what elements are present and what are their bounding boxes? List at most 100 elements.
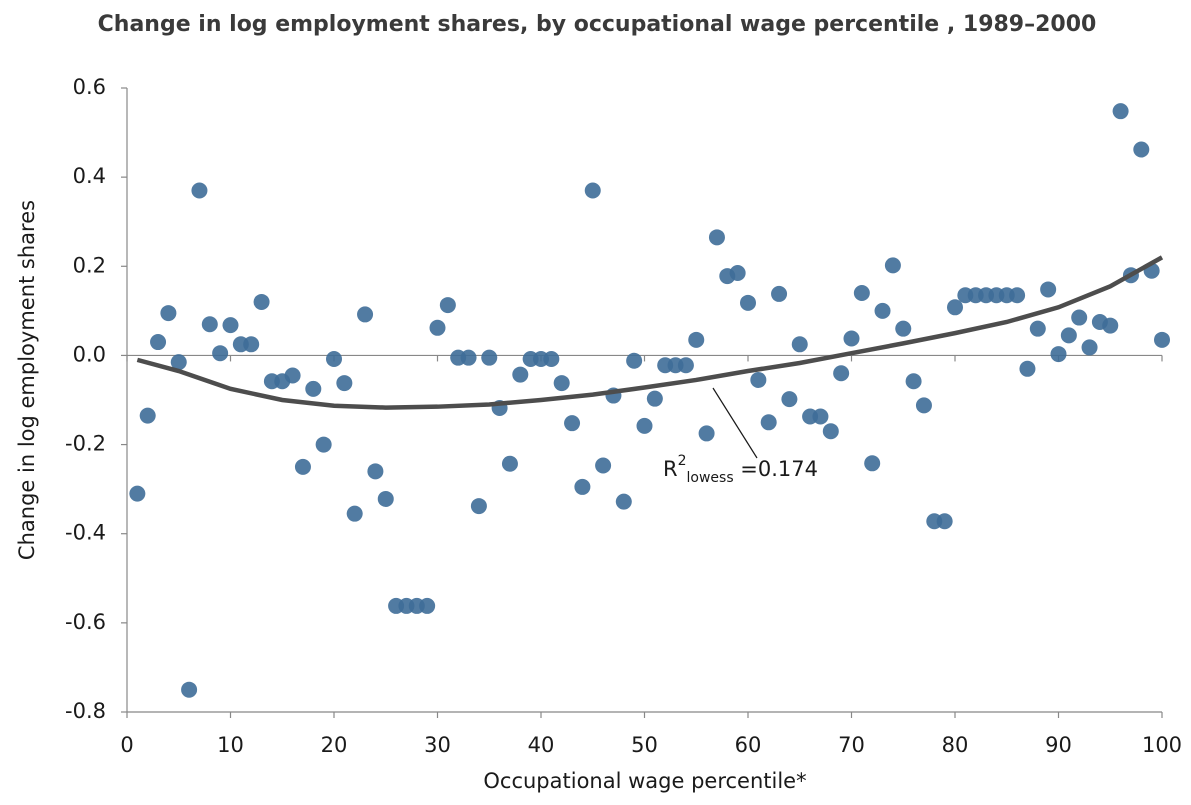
y-tick-label: -0.2: [65, 432, 106, 456]
point: [553, 375, 570, 392]
point: [470, 498, 487, 515]
point: [626, 352, 643, 369]
point: [129, 485, 146, 502]
point: [688, 331, 705, 348]
x-tick-label: 90: [1045, 733, 1072, 757]
point: [419, 597, 436, 614]
point: [1102, 317, 1119, 334]
point: [1019, 360, 1036, 377]
point: [708, 229, 725, 246]
point: [895, 320, 912, 337]
point: [439, 297, 456, 314]
point: [1050, 346, 1067, 363]
point: [812, 408, 829, 425]
point: [884, 257, 901, 274]
point: [543, 350, 560, 367]
point: [1112, 103, 1129, 120]
point: [150, 334, 167, 351]
point: [181, 681, 198, 698]
point: [874, 302, 891, 319]
annotation-value: =0.174: [734, 457, 818, 481]
point: [791, 336, 808, 353]
point: [212, 345, 229, 362]
point: [501, 455, 518, 472]
point: [947, 299, 963, 316]
point: [460, 349, 477, 366]
point: [170, 354, 187, 371]
y-axis-label: Change in log employment shares: [15, 200, 39, 560]
point: [1060, 327, 1077, 344]
point: [1154, 331, 1170, 348]
point: [781, 391, 798, 408]
point: [1029, 320, 1046, 337]
annotation-sub: lowess: [687, 470, 734, 486]
point: [305, 380, 322, 397]
point: [915, 397, 932, 414]
point: [315, 436, 332, 453]
point: [750, 371, 767, 388]
point: [729, 264, 746, 281]
point: [243, 336, 260, 353]
point: [481, 349, 498, 366]
point: [1009, 287, 1026, 304]
point: [1040, 281, 1057, 298]
chart-title: Change in log employment shares, by occu…: [98, 12, 1097, 37]
x-tick-label: 40: [528, 733, 555, 757]
point: [853, 285, 870, 302]
point: [1071, 309, 1088, 326]
x-tick-label: 100: [1142, 733, 1182, 757]
y-tick-label: -0.6: [65, 610, 106, 634]
y-tick-label: -0.4: [65, 521, 106, 545]
point: [564, 415, 581, 432]
point: [905, 373, 922, 390]
point: [160, 305, 177, 322]
x-tick-label: 20: [321, 733, 348, 757]
point: [429, 319, 446, 336]
point: [191, 182, 208, 199]
point: [377, 490, 394, 507]
point: [222, 317, 239, 334]
x-tick-label: 30: [424, 733, 451, 757]
point: [284, 367, 301, 384]
point: [294, 458, 311, 475]
point: [357, 306, 374, 323]
point: [936, 513, 953, 530]
annotation-leader: [712, 387, 758, 459]
y-tick-label: 0.4: [73, 164, 106, 188]
point: [646, 390, 663, 407]
x-tick-label: 70: [838, 733, 865, 757]
point: [677, 357, 694, 374]
point: [595, 457, 612, 474]
x-tick-label: 10: [217, 733, 244, 757]
point: [698, 425, 715, 442]
point: [201, 316, 218, 333]
point: [1081, 339, 1098, 356]
point: [336, 375, 353, 392]
y-tick-label: 0.6: [73, 75, 106, 99]
point: [636, 417, 653, 434]
point: [615, 493, 632, 510]
x-tick-label: 50: [631, 733, 658, 757]
point: [843, 330, 860, 347]
point: [833, 365, 850, 382]
x-tick-label: 80: [942, 733, 969, 757]
x-tick-label: 0: [120, 733, 133, 757]
point: [326, 350, 342, 367]
point: [864, 455, 881, 472]
point: [512, 366, 529, 383]
point: [574, 478, 591, 495]
point: [822, 423, 839, 440]
annotation-sup: 2: [678, 453, 687, 469]
point: [740, 294, 756, 311]
y-tick-label: -0.8: [65, 699, 106, 723]
lowess-line: [136, 255, 1164, 410]
point: [760, 414, 777, 431]
y-tick-label: 0.2: [73, 253, 106, 277]
x-tick-label: 60: [735, 733, 762, 757]
point: [367, 463, 384, 480]
annotation: R2lowess =0.174: [663, 453, 818, 486]
point: [771, 285, 788, 302]
point: [253, 293, 270, 310]
annotation-r: R: [663, 457, 678, 481]
